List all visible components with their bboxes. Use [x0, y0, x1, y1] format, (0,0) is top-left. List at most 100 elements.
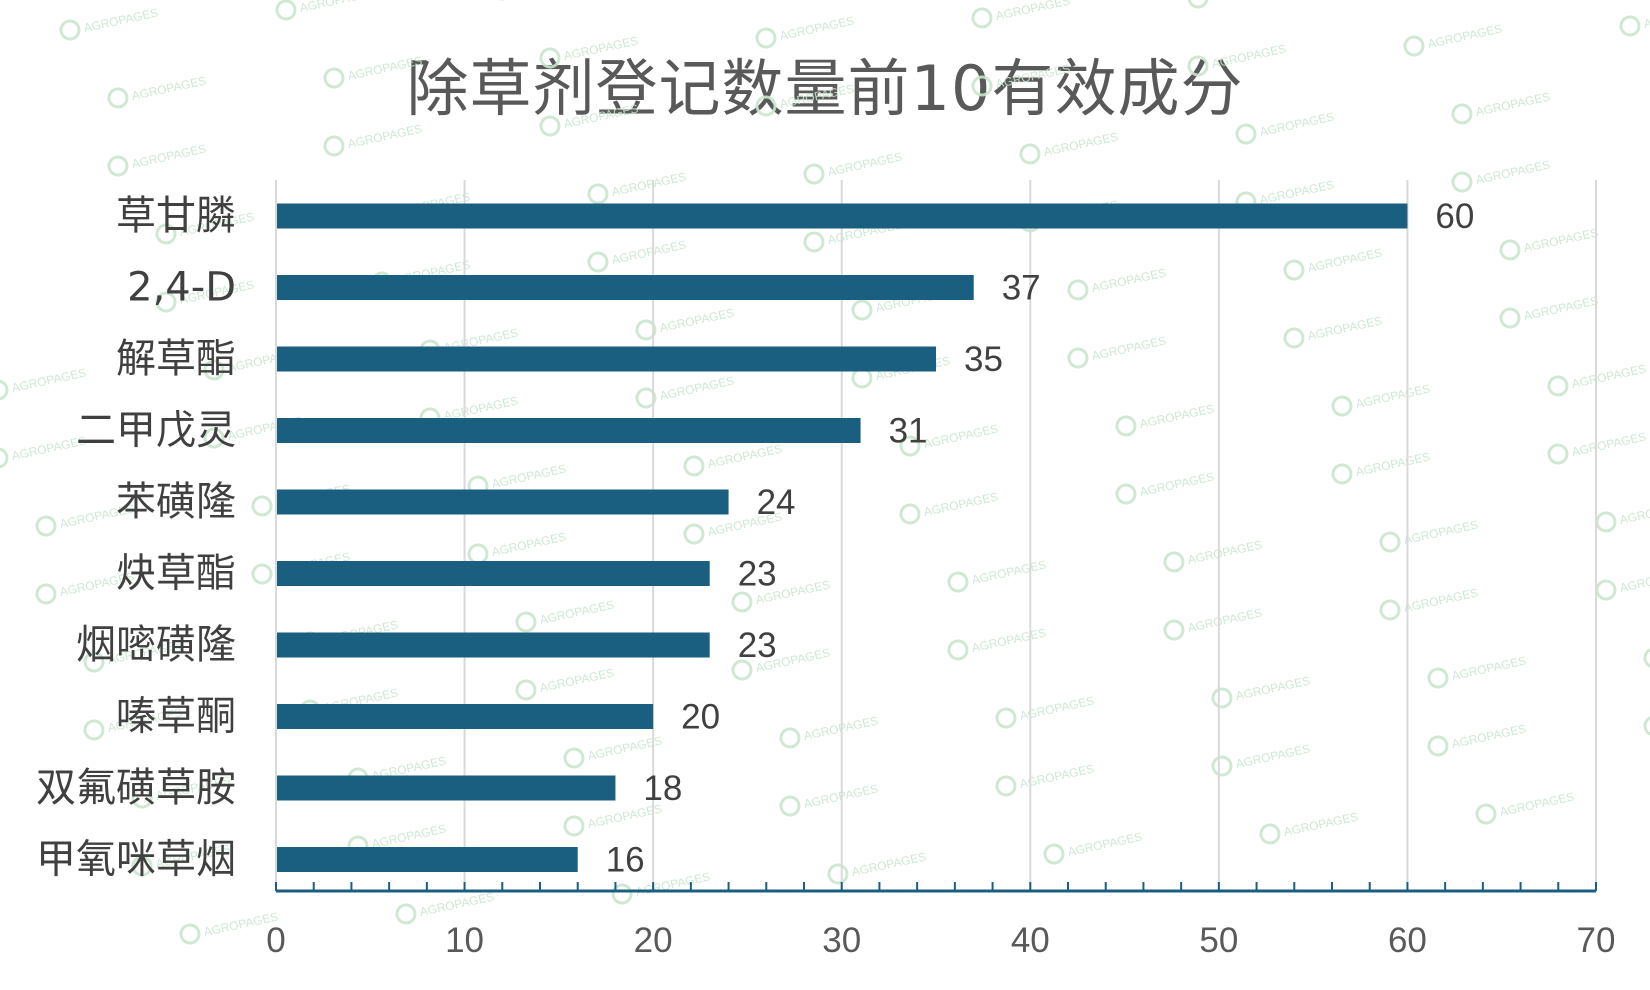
watermark-mark: AGROPAGES [1115, 469, 1215, 505]
watermark-logo [1475, 803, 1497, 825]
watermark-mark: AGROPAGES [1187, 0, 1287, 9]
watermark-logo [1115, 415, 1137, 437]
watermark-logo [179, 923, 201, 945]
watermark-text: AGROPAGES [1066, 829, 1143, 858]
watermark-logo [1067, 279, 1089, 301]
watermark-text: AGROPAGES [634, 869, 711, 898]
watermark-mark: AGROPAGES [107, 141, 207, 177]
watermark-mark: AGROPAGES [779, 781, 879, 817]
watermark-logo [1619, 15, 1641, 37]
watermark-text: AGROPAGES [1522, 293, 1599, 322]
watermark-logo [1115, 483, 1137, 505]
watermark-mark: AGROPAGES [971, 0, 1071, 29]
watermark-logo [731, 591, 753, 613]
watermark-logo [203, 359, 225, 381]
watermark-mark: AGROPAGES [1643, 715, 1650, 737]
watermark-text: AGROPAGES [1138, 401, 1215, 430]
watermark-text: AGROPAGES [1450, 721, 1527, 750]
category-label: 甲氧咪草烟 [36, 837, 236, 883]
watermark-logo [395, 903, 417, 925]
watermark-logo [491, 0, 513, 1]
watermark-logo [1211, 755, 1233, 777]
bar [277, 561, 710, 586]
x-tick-label: 40 [1011, 921, 1050, 960]
watermark-layer: AGROPAGES AGROPAGES AGROPAGES AGROPAGES AGRO… [0, 0, 1650, 945]
bar [277, 632, 710, 658]
watermark-logo [59, 19, 81, 41]
data-label: 23 [738, 555, 777, 594]
watermark-logo [899, 435, 921, 457]
watermark-logo [803, 231, 825, 253]
watermark-text: AGROPAGES [1186, 537, 1263, 566]
watermark-logo [563, 747, 585, 769]
watermark-logo [635, 387, 657, 409]
watermark-text: AGROPAGES [1354, 449, 1431, 478]
watermark-mark: AGROPAGES [971, 61, 1071, 97]
watermark-mark: AGROPAGES [1643, 647, 1650, 669]
bar [277, 346, 936, 372]
watermark-mark: AGROPAGES [1427, 653, 1527, 689]
watermark-logo [539, 47, 561, 69]
watermark-mark: AGROPAGES [323, 53, 423, 89]
watermark-logo [515, 679, 537, 701]
watermark-logo [635, 319, 657, 341]
watermark-text: AGROPAGES [610, 169, 687, 198]
category-label: 嗪草酮 [116, 694, 236, 740]
watermark-text: AGROPAGES [418, 889, 495, 918]
watermark-text: AGROPAGES [538, 665, 615, 694]
watermark-mark: AGROPAGES [1427, 721, 1527, 757]
watermark-logo [107, 155, 129, 177]
watermark-logo [323, 135, 345, 157]
watermark-logo [35, 515, 57, 537]
watermark-text: AGROPAGES [490, 461, 567, 490]
watermark-logo [323, 67, 345, 89]
watermark-text: AGROPAGES [130, 141, 207, 170]
watermark-mark: AGROPAGES [1499, 293, 1599, 329]
watermark-text: AGROPAGES [1474, 157, 1551, 186]
watermark-text: AGROPAGES [130, 73, 207, 102]
x-tick-label: 60 [1388, 921, 1427, 960]
bar [277, 275, 974, 300]
watermark-logo [971, 7, 993, 29]
data-label: 37 [1002, 269, 1041, 308]
watermark-mark: AGROPAGES [491, 0, 513, 1]
watermark-logo [1595, 511, 1617, 533]
watermark-logo [1283, 259, 1305, 281]
watermark-text: AGROPAGES [1642, 1, 1650, 30]
watermark-text: AGROPAGES [1402, 585, 1479, 614]
watermark-logo [947, 571, 969, 593]
watermark-logo [1163, 619, 1185, 641]
watermark-mark: AGROPAGES [1619, 1, 1650, 37]
watermark-mark: AGROPAGES [1163, 537, 1263, 573]
bar [277, 489, 729, 515]
watermark-logo [1331, 395, 1353, 417]
data-label: 60 [1435, 197, 1474, 236]
watermark-mark: AGROPAGES [179, 909, 279, 945]
watermark-text: AGROPAGES [778, 13, 855, 42]
watermark-mark: AGROPAGES [1235, 109, 1335, 145]
watermark-text: AGROPAGES [1306, 245, 1383, 274]
watermark-text: AGROPAGES [1042, 129, 1119, 158]
x-tick-label: 50 [1199, 921, 1238, 960]
watermark-text: AGROPAGES [1450, 653, 1527, 682]
watermark-text: AGROPAGES [586, 733, 663, 762]
watermark-text: AGROPAGES [562, 101, 639, 130]
watermark-text: AGROPAGES [538, 597, 615, 626]
x-tick-label: 70 [1577, 921, 1616, 960]
watermark-logo [83, 651, 105, 673]
watermark-logo [1187, 0, 1209, 9]
watermark-text: AGROPAGES [1258, 177, 1335, 206]
watermark-mark: AGROPAGES [635, 373, 735, 409]
data-label: 24 [757, 483, 796, 522]
watermark-logo [1163, 551, 1185, 573]
watermark-logo [1379, 531, 1401, 553]
watermark-text: AGROPAGES [346, 53, 423, 82]
watermark-mark: AGROPAGES [947, 557, 1047, 593]
watermark-logo [35, 583, 57, 605]
watermark-mark: AGROPAGES [995, 693, 1095, 729]
watermark-logo [1067, 347, 1089, 369]
data-label: 31 [889, 412, 928, 451]
watermark-logo [779, 795, 801, 817]
watermark-logo [1499, 239, 1521, 261]
